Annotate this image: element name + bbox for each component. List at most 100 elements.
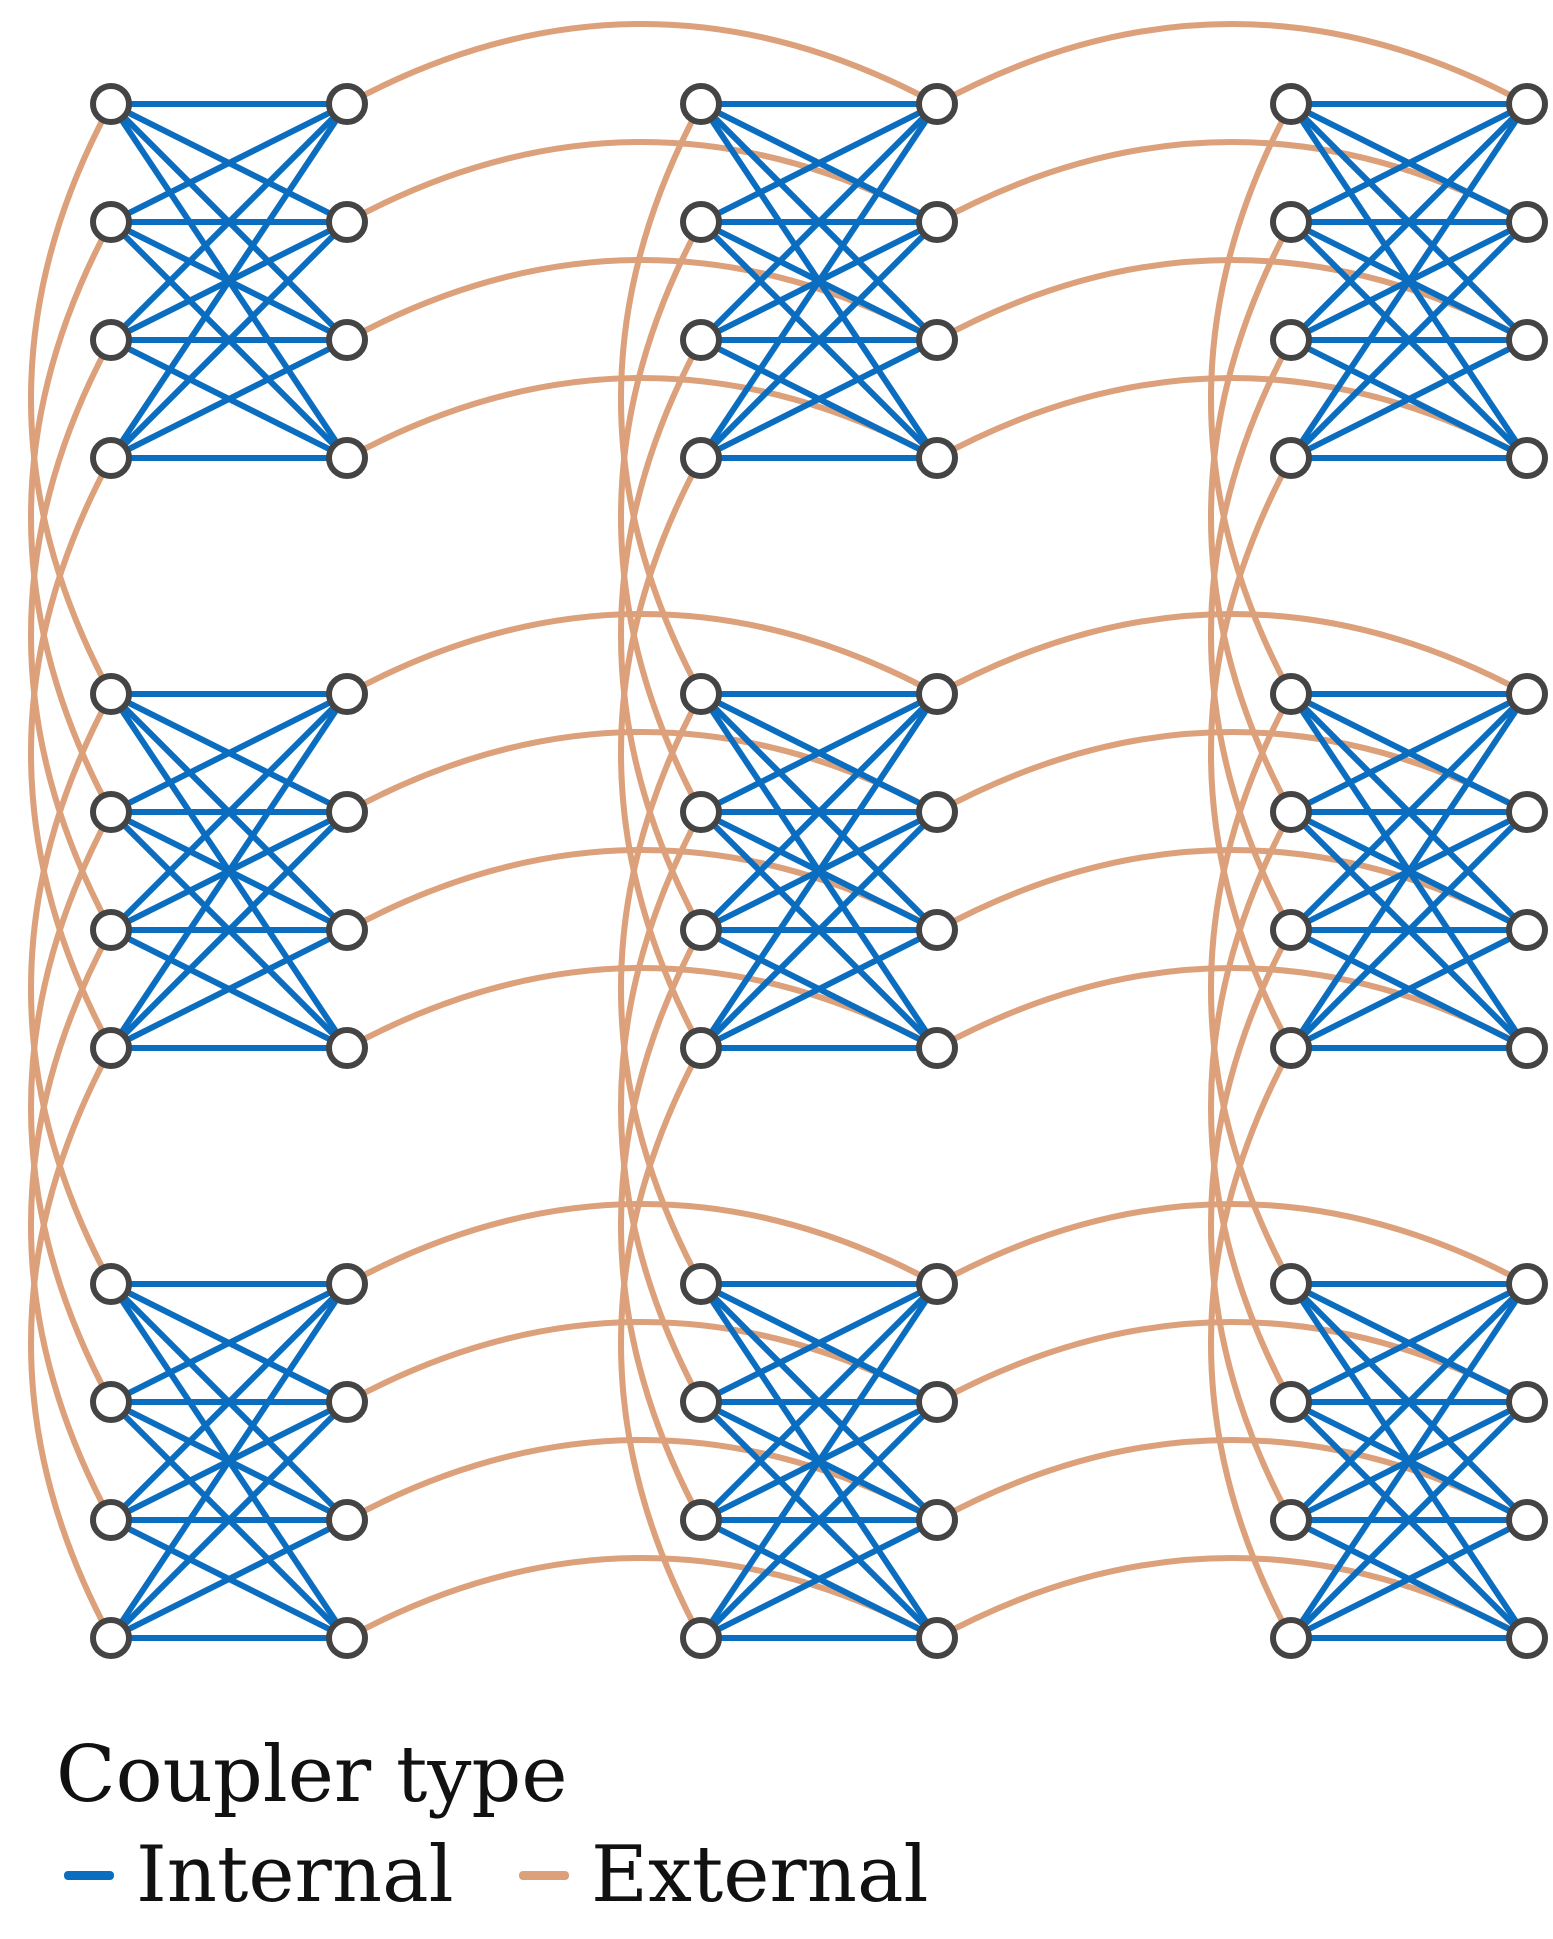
external-coupler-h-r1-c1-q0 (935, 611, 1529, 697)
external-coupler-h-r2-c1-q1 (935, 1319, 1529, 1405)
qubit-node-r0-c2-left-0 (1270, 83, 1312, 125)
legend-title: Coupler type (56, 1730, 568, 1820)
internal-coupler-r2-c0-2-0 (108, 1281, 350, 1523)
internal-coupler-r0-c2-1-0 (1289, 101, 1529, 225)
legend: Coupler type Internal External (56, 1730, 956, 1930)
qubit-node-r2-c2-right-2 (1506, 1499, 1548, 1541)
qubit-node-r0-c2-left-2 (1270, 319, 1312, 361)
qubit-node-r0-c0-right-1 (326, 201, 368, 243)
qubit-node-r2-c2-left-3 (1270, 1617, 1312, 1659)
internal-coupler-r0-c0-3-0 (108, 102, 350, 460)
qubit-node-r0-c0-left-3 (90, 437, 132, 479)
qubit-node-r0-c2-right-1 (1506, 201, 1548, 243)
qubit-node-r2-c0-left-3 (90, 1617, 132, 1659)
external-coupler-v-r1-c2-q0 (1208, 692, 1294, 1286)
qubit-node-r2-c0-right-1 (326, 1381, 368, 1423)
internal-coupler-r2-c1-2-0 (698, 1281, 940, 1523)
internal-coupler-r2-c1-3-0 (698, 1282, 940, 1640)
qubit-node-r1-c2-left-0 (1270, 673, 1312, 715)
qubit-node-r1-c2-left-1 (1270, 791, 1312, 833)
external-coupler-h-r1-c0-q3 (345, 965, 939, 1051)
internal-coupler-r0-c1-3-1 (698, 219, 940, 461)
qubit-node-r1-c2-left-3 (1270, 1027, 1312, 1069)
qubit-node-r0-c1-left-2 (680, 319, 722, 361)
internal-coupler-r0-c0-2-0 (108, 101, 350, 343)
external-coupler-v-r1-c1-q3 (618, 1046, 704, 1640)
qubit-node-r1-c2-right-3 (1506, 1027, 1548, 1069)
external-coupler-h-r0-c0-q0 (345, 21, 939, 107)
qubit-node-r2-c0-left-2 (90, 1499, 132, 1541)
internal-coupler-r2-c0-3-1 (108, 1399, 350, 1641)
external-coupler-v-r0-c2-q3 (1208, 456, 1294, 1050)
internal-coupler-r1-c1-1-0 (699, 691, 939, 815)
qubit-node-r2-c2-right-1 (1506, 1381, 1548, 1423)
internal-coupler-r0-c2-3-1 (1288, 219, 1530, 461)
qubit-node-r0-c0-left-2 (90, 319, 132, 361)
internal-coupler-r0-c0-3-2 (109, 337, 349, 461)
internal-couplers (108, 101, 1530, 1641)
qubit-node-r1-c1-right-2 (916, 909, 958, 951)
internal-coupler-r0-c0-3-1 (108, 219, 350, 461)
qubit-node-r0-c1-right-1 (916, 201, 958, 243)
qubit-node-r0-c1-left-3 (680, 437, 722, 479)
qubit-node-r1-c0-right-2 (326, 909, 368, 951)
internal-coupler-r1-c2-3-2 (1289, 927, 1529, 1051)
external-coupler-h-r2-c0-q3 (345, 1555, 939, 1641)
internal-coupler-r0-c2-2-0 (1288, 101, 1530, 343)
qubit-node-r2-c1-left-2 (680, 1499, 722, 1541)
qubit-node-r0-c0-right-0 (326, 83, 368, 125)
external-coupler-v-r1-c0-q1 (28, 810, 114, 1404)
external-coupler-h-r1-c1-q1 (935, 729, 1529, 815)
qubit-node-r0-c1-right-2 (916, 319, 958, 361)
legend-swatch-internal (64, 1870, 114, 1880)
qubit-node-r2-c1-right-3 (916, 1617, 958, 1659)
qubit-node-r1-c1-left-0 (680, 673, 722, 715)
qubit-nodes (90, 83, 1548, 1659)
qubit-node-r0-c0-left-0 (90, 83, 132, 125)
legend-label-external: External (591, 1830, 929, 1920)
qubit-node-r2-c1-right-1 (916, 1381, 958, 1423)
qubit-node-r2-c2-left-0 (1270, 1263, 1312, 1305)
internal-coupler-r1-c0-3-0 (108, 692, 350, 1050)
internal-coupler-r0-c1-3-0 (698, 102, 940, 460)
qubit-node-r0-c2-left-3 (1270, 437, 1312, 479)
qubit-node-r2-c2-left-1 (1270, 1381, 1312, 1423)
qubit-node-r2-c0-left-0 (90, 1263, 132, 1305)
internal-coupler-r0-c2-3-2 (1289, 337, 1529, 461)
external-coupler-v-r1-c2-q1 (1208, 810, 1294, 1404)
qubit-node-r2-c0-right-0 (326, 1263, 368, 1305)
qubit-node-r2-c1-left-1 (680, 1381, 722, 1423)
internal-coupler-r2-c2-3-1 (1288, 1399, 1530, 1641)
qubit-node-r1-c1-left-1 (680, 791, 722, 833)
external-coupler-v-r1-c1-q2 (618, 928, 704, 1522)
external-coupler-v-r0-c2-q0 (1208, 102, 1294, 696)
qubit-node-r0-c2-right-2 (1506, 319, 1548, 361)
qubit-node-r2-c1-left-0 (680, 1263, 722, 1305)
coupler-graph (28, 21, 1548, 1659)
qubit-node-r1-c1-right-3 (916, 1027, 958, 1069)
external-coupler-v-r0-c1-q0 (618, 102, 704, 696)
external-coupler-v-r1-c1-q1 (618, 810, 704, 1404)
internal-coupler-r2-c0-1-0 (109, 1281, 349, 1405)
internal-coupler-r1-c2-1-0 (1289, 691, 1529, 815)
internal-coupler-r1-c0-2-0 (108, 691, 350, 933)
qubit-node-r2-c0-left-1 (90, 1381, 132, 1423)
qubit-node-r2-c1-right-0 (916, 1263, 958, 1305)
internal-coupler-r2-c1-3-2 (699, 1517, 939, 1641)
external-coupler-v-r1-c0-q0 (28, 692, 114, 1286)
external-coupler-v-r0-c0-q2 (28, 338, 114, 932)
external-coupler-v-r0-c0-q0 (28, 102, 114, 696)
internal-coupler-r2-c1-1-0 (699, 1281, 939, 1405)
external-coupler-v-r0-c1-q3 (618, 456, 704, 1050)
external-coupler-h-r0-c1-q0 (935, 21, 1529, 107)
internal-coupler-r0-c1-1-0 (699, 101, 939, 225)
qubit-node-r1-c0-left-3 (90, 1027, 132, 1069)
internal-coupler-r1-c0-3-1 (108, 809, 350, 1051)
qubit-node-r2-c1-left-3 (680, 1617, 722, 1659)
qubit-node-r0-c0-left-1 (90, 201, 132, 243)
legend-item-external: External (519, 1830, 928, 1920)
external-coupler-v-r1-c2-q2 (1208, 928, 1294, 1522)
internal-coupler-r1-c2-3-1 (1288, 809, 1530, 1051)
qubit-node-r1-c0-left-2 (90, 909, 132, 951)
qubit-node-r2-c1-right-2 (916, 1499, 958, 1541)
